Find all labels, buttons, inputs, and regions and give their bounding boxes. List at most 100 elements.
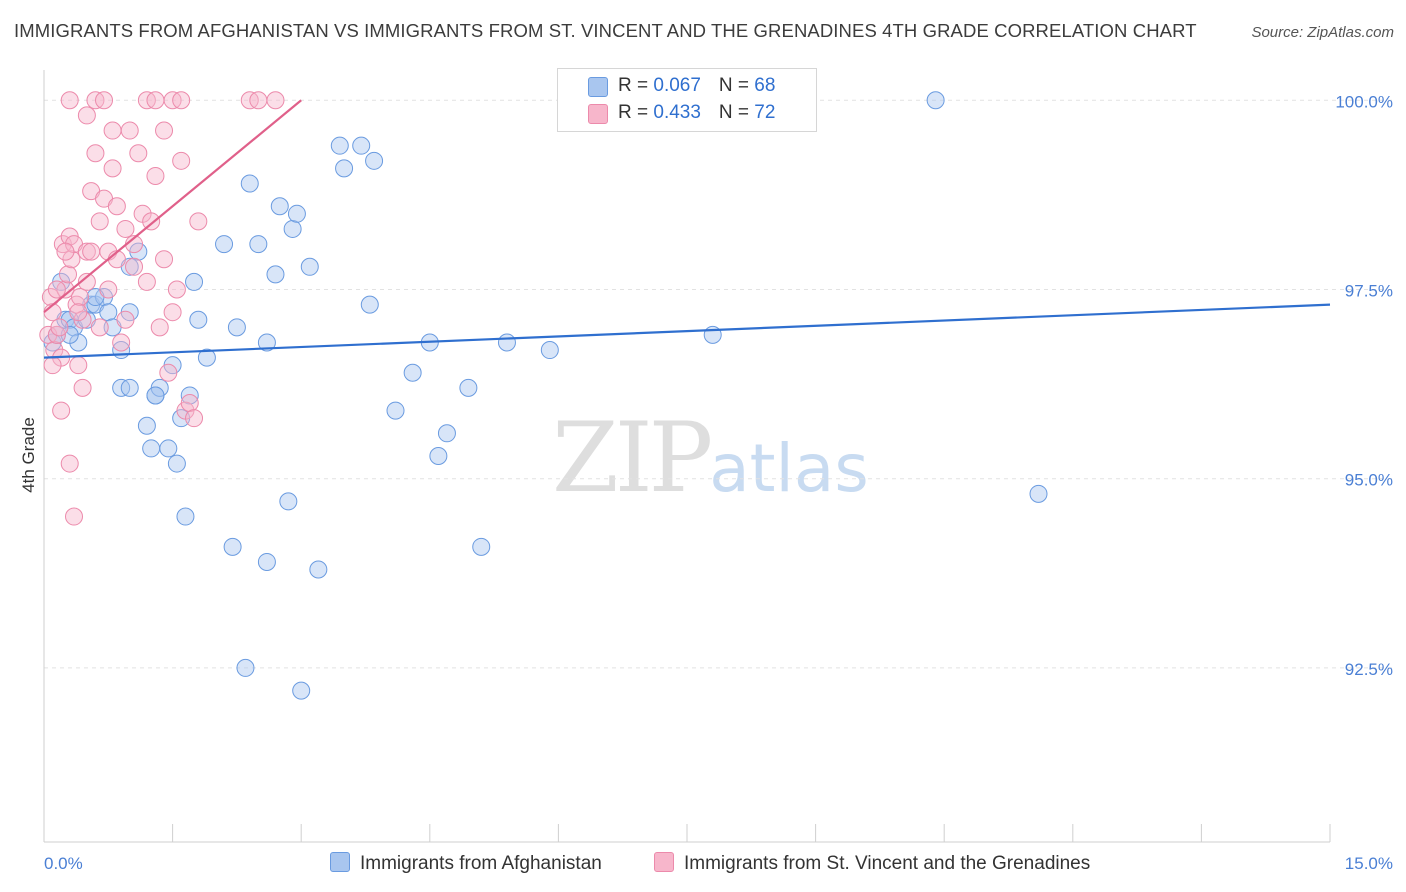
legend-r-label: R =: [618, 75, 654, 96]
data-point: [142, 212, 161, 231]
series-st-vincent: [39, 91, 285, 526]
y-tick-label: 92.5%: [1345, 660, 1393, 679]
data-point: [176, 507, 195, 526]
data-point: [82, 242, 101, 261]
data-point: [90, 212, 109, 231]
data-point: [43, 356, 62, 375]
data-point: [185, 409, 204, 428]
stats-legend: R = 0.067 N = 68 R = 0.433 N = 72: [557, 68, 817, 132]
data-point: [60, 91, 79, 110]
watermark: ZIPatlas: [552, 402, 869, 514]
data-point: [227, 318, 246, 337]
watermark-zip: ZIP: [552, 402, 713, 514]
data-point: [142, 439, 161, 458]
bottom-legend-swatch-pink: [654, 852, 674, 872]
data-point: [60, 454, 79, 473]
data-point: [257, 333, 276, 352]
data-point: [159, 439, 178, 458]
data-point: [77, 272, 96, 291]
data-point: [103, 121, 122, 140]
bottom-legend-label-blue: Immigrants from Afghanistan: [360, 853, 602, 874]
data-point: [155, 121, 174, 140]
data-point: [69, 303, 88, 322]
data-point: [137, 416, 156, 435]
y-tick-label: 97.5%: [1345, 281, 1393, 300]
data-point: [309, 560, 328, 579]
data-point: [386, 401, 405, 420]
data-point: [215, 235, 234, 254]
legend-r-value: 0.433: [653, 102, 701, 123]
data-point: [150, 318, 169, 337]
legend-n-label: N =: [718, 102, 755, 123]
data-point: [437, 424, 456, 443]
data-point: [180, 386, 199, 405]
data-point: [146, 91, 165, 110]
data-point: [47, 325, 66, 344]
data-point: [146, 166, 165, 185]
data-point: [167, 454, 186, 473]
data-point: [73, 378, 92, 397]
legend-row-blue: R = 0.067 N = 68: [618, 75, 775, 99]
bottom-legend-swatch-blue: [330, 852, 350, 872]
data-point: [497, 333, 516, 352]
data-point: [86, 144, 105, 163]
data-point: [189, 310, 208, 329]
data-point: [352, 136, 371, 155]
data-point: [99, 280, 118, 299]
data-point: [189, 212, 208, 231]
data-point: [459, 378, 478, 397]
bottom-legend-label-pink: Immigrants from St. Vincent and the Gren…: [684, 853, 1091, 874]
legend-swatch-pink: [588, 104, 608, 124]
data-point: [172, 91, 191, 110]
data-point: [107, 197, 126, 216]
data-point: [56, 242, 75, 261]
data-point: [103, 159, 122, 178]
data-point: [77, 106, 96, 125]
y-tick-label: 95.0%: [1345, 471, 1393, 490]
data-point: [300, 257, 319, 276]
data-point: [120, 121, 139, 140]
data-point: [429, 447, 448, 465]
data-point: [65, 507, 84, 526]
data-point: [47, 280, 66, 299]
data-point: [180, 394, 199, 413]
data-point: [60, 325, 79, 344]
data-point: [360, 295, 379, 314]
data-point: [403, 363, 422, 382]
data-point: [472, 537, 491, 556]
legend-n-value: 72: [754, 102, 776, 123]
trend-line-afghanistan: [43, 303, 1331, 359]
data-point: [50, 318, 69, 337]
data-point: [167, 280, 186, 299]
data-point: [223, 537, 242, 556]
data-point: [71, 288, 90, 307]
x-tick-min: 0.0%: [44, 854, 83, 873]
data-point: [185, 272, 204, 291]
data-point: [270, 197, 289, 216]
legend-swatch-blue: [588, 77, 608, 97]
y-tick-label: 100.0%: [1335, 92, 1393, 111]
data-point: [62, 250, 81, 269]
y-tick-labels: 92.5% 95.0% 97.5% 100.0%: [1335, 92, 1393, 679]
data-point: [45, 341, 64, 360]
data-point: [926, 91, 945, 110]
data-point: [279, 492, 298, 511]
data-point: [120, 378, 139, 397]
data-point: [95, 91, 114, 110]
data-point: [1029, 484, 1048, 503]
bottom-legend-st-vincent: Immigrants from St. Vincent and the Gren…: [654, 852, 1090, 878]
data-point: [69, 356, 88, 375]
data-point: [77, 242, 96, 261]
data-point: [59, 265, 78, 284]
data-point: [292, 681, 311, 700]
data-point: [116, 310, 135, 329]
data-point: [125, 257, 144, 276]
data-point: [249, 235, 268, 254]
data-point: [266, 91, 285, 110]
data-point: [116, 219, 135, 238]
data-point: [172, 151, 191, 170]
data-point: [335, 159, 354, 178]
data-point: [137, 272, 156, 291]
data-point: [112, 333, 131, 352]
